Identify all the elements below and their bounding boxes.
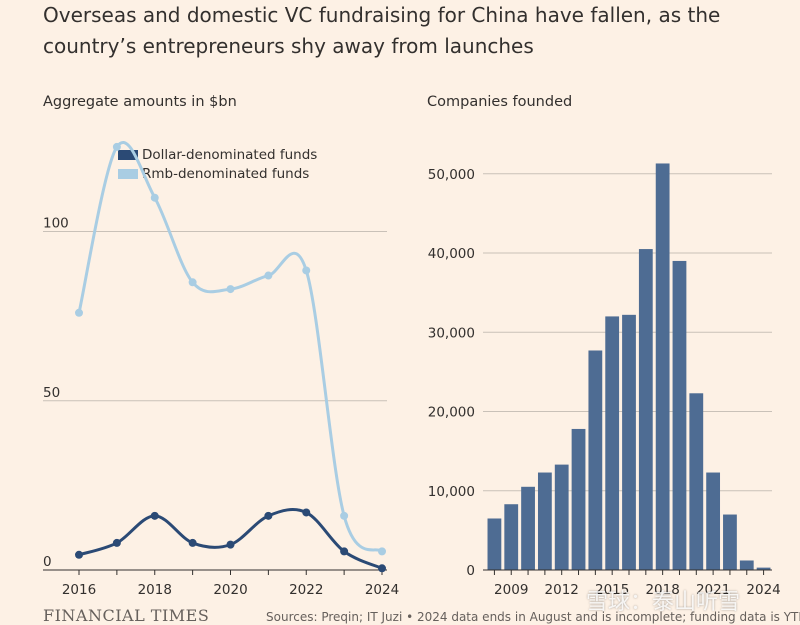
legend-label-rmb: Rmb-denominated funds: [142, 165, 310, 182]
legend-swatch-rmb: [118, 168, 138, 179]
line-y-tick-label: 0: [43, 554, 52, 570]
data-point-rmb: [112, 142, 121, 151]
series-line-rmb: [77, 141, 384, 553]
data-point-rmb: [226, 285, 235, 294]
data-point-rmb: [378, 547, 386, 556]
data-point-rmb: [340, 511, 349, 520]
data-point-rmb: [188, 278, 197, 287]
data-point-rmb: [302, 266, 311, 275]
source-note: Sources: Preqin; IT Juzi • 2024 data end…: [266, 610, 800, 624]
data-point-dollar: [226, 540, 235, 549]
data-point-dollar: [150, 511, 159, 520]
legend-label-dollar: Dollar-denominated funds: [142, 146, 318, 163]
line-y-tick-label: 50: [43, 385, 60, 401]
data-point-dollar: [302, 508, 311, 517]
legend-item-rmb: Rmb-denominated funds: [118, 164, 317, 183]
data-point-rmb: [150, 193, 159, 202]
ft-logo: FINANCIAL TIMES: [43, 606, 210, 625]
bar-chart-subtitle: Companies founded: [427, 94, 573, 110]
data-point-dollar: [188, 538, 197, 547]
line-x-tick-label: 2018: [138, 582, 172, 598]
data-point-dollar: [378, 564, 386, 573]
line-chart-subtitle: Aggregate amounts in $bn: [43, 94, 237, 110]
line-y-tick-label: 100: [43, 216, 69, 232]
line-x-tick-label: 2016: [62, 582, 96, 598]
data-point-dollar: [75, 550, 83, 559]
legend-swatch-dollar: [118, 149, 138, 160]
data-point-rmb: [264, 271, 273, 280]
chart-headline: Overseas and domestic VC fundraising for…: [43, 3, 721, 58]
data-point-dollar: [340, 547, 349, 556]
data-point-dollar: [112, 538, 121, 547]
line-x-tick-label: 2020: [213, 582, 247, 598]
series-line-dollar: [77, 508, 384, 570]
data-point-rmb: [75, 308, 83, 317]
data-point-dollar: [264, 511, 273, 520]
line-x-tick-label: 2022: [289, 582, 323, 598]
line-chart-legend: Dollar-denominated funds Rmb-denominated…: [118, 145, 317, 183]
watermark: 雪球：泰山听雪: [586, 590, 741, 615]
line-x-tick-label: 2024: [365, 582, 399, 598]
legend-item-dollar: Dollar-denominated funds: [118, 145, 317, 164]
